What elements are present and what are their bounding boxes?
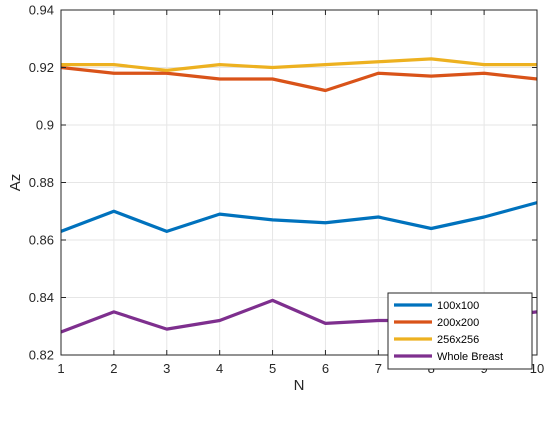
- x-tick-label: 10: [530, 361, 544, 376]
- series-line-256x256: [61, 57, 537, 72]
- legend-label-whole-breast: Whole Breast: [437, 351, 503, 363]
- x-tick-label: 4: [216, 361, 223, 376]
- y-tick-label: 0.88: [29, 175, 54, 190]
- legend-label-256x256: 256x256: [437, 334, 479, 346]
- y-tick-label: 0.92: [29, 60, 54, 75]
- legend: 100x100 200x200 256x256 Whole Breast: [387, 292, 533, 370]
- x-axis-label: N: [294, 377, 305, 394]
- y-tick-label: 0.82: [29, 348, 54, 363]
- y-axis: 0.82 0.84 0.86 0.88 0.9 0.92 0.94: [29, 3, 537, 363]
- y-tick-label: 0.84: [29, 290, 54, 305]
- y-axis-label: Az: [7, 174, 24, 192]
- x-tick-label: 1: [57, 361, 64, 376]
- x-tick-label: 5: [269, 361, 276, 376]
- y-tick-label: 0.9: [36, 118, 54, 133]
- y-tick-label: 0.86: [29, 233, 54, 248]
- series-line-200x200: [60, 65, 538, 93]
- x-tick-label: 7: [375, 361, 382, 376]
- legend-label-100x100: 100x100: [437, 300, 479, 312]
- x-tick-label: 6: [322, 361, 329, 376]
- legend-label-200x200: 200x200: [437, 317, 479, 329]
- x-tick-label: 2: [110, 361, 117, 376]
- series-line-100x100: [60, 201, 538, 233]
- y-tick-label: 0.94: [29, 3, 54, 18]
- x-tick-label: 3: [163, 361, 170, 376]
